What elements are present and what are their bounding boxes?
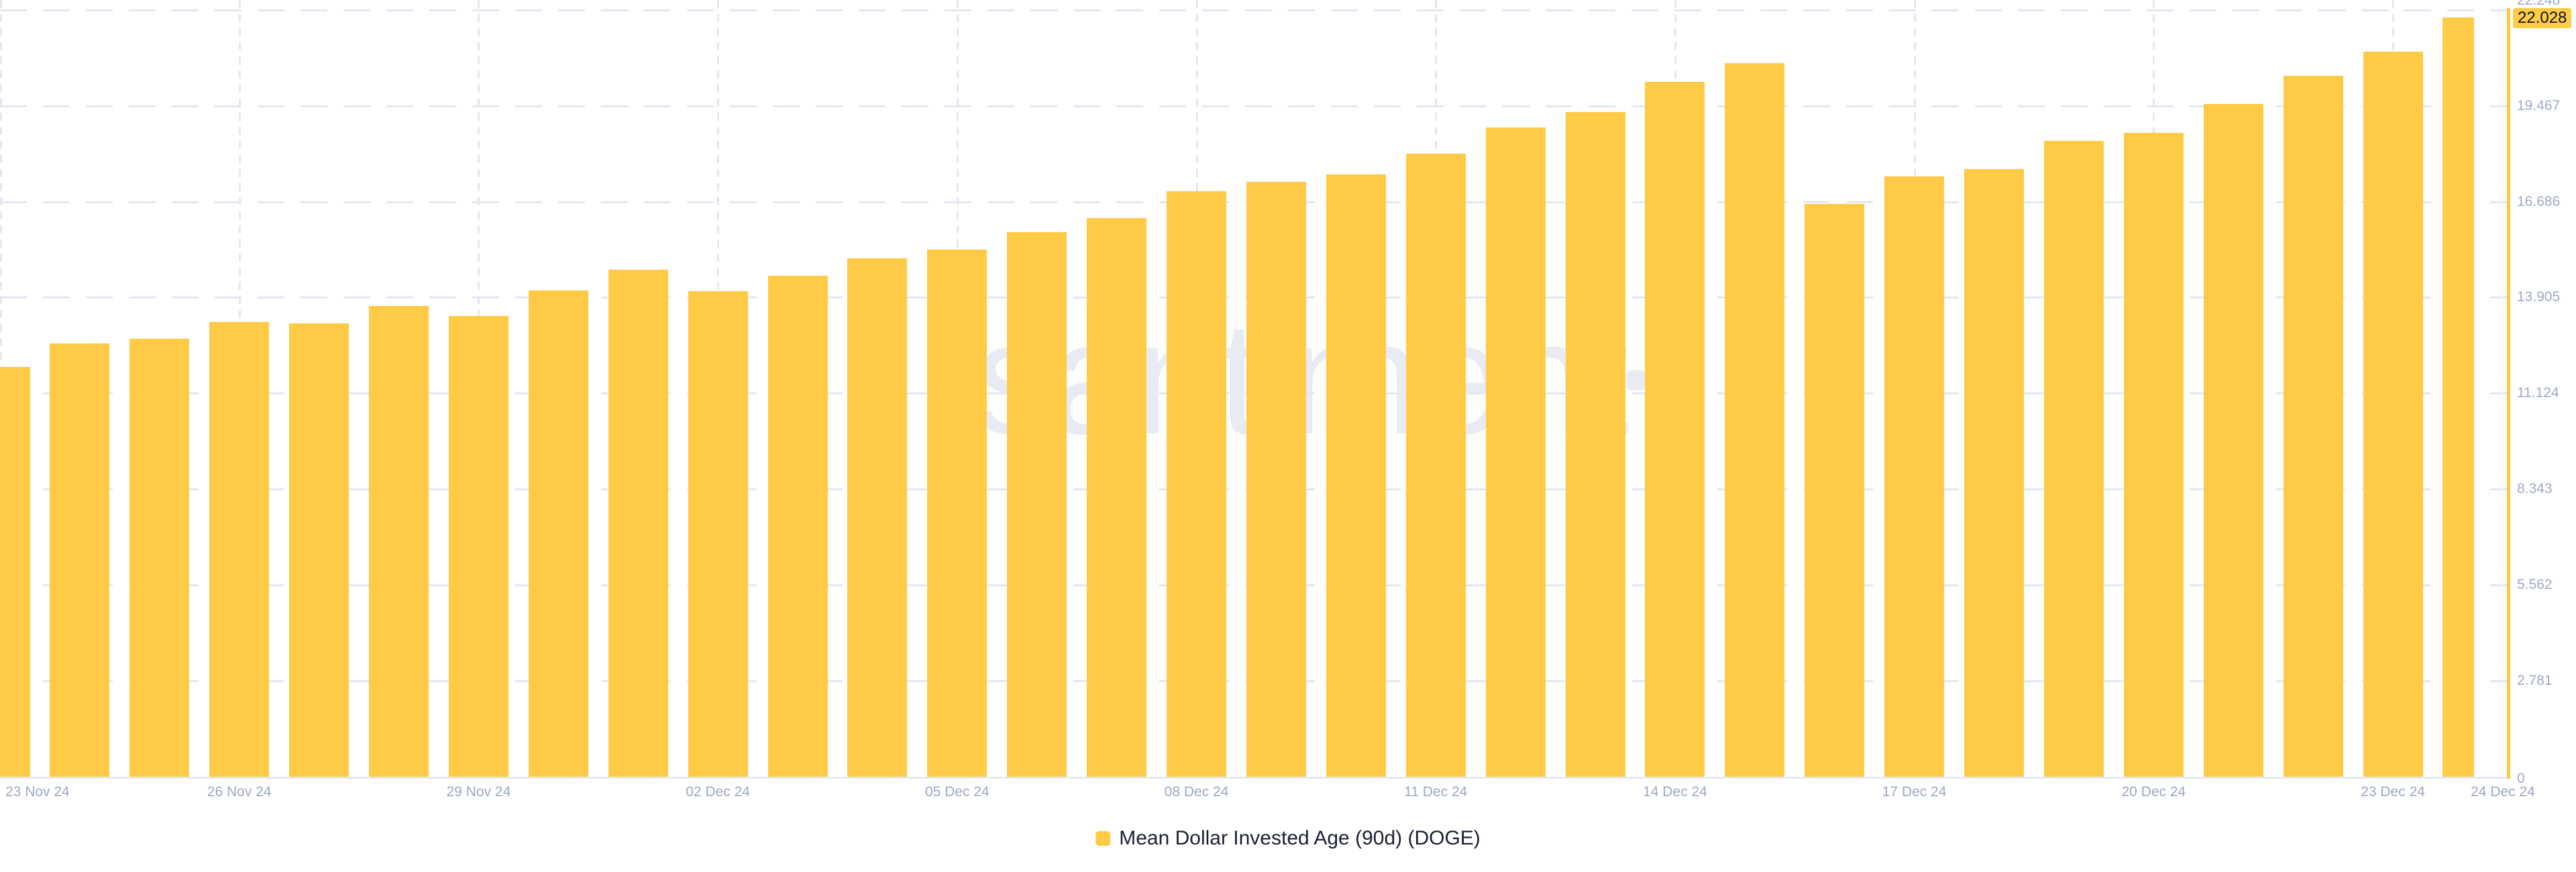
y-tick-label: 8.343 bbox=[2517, 481, 2553, 497]
y-tick-label: 22.248 bbox=[2517, 0, 2561, 8]
bar[interactable] bbox=[1485, 127, 1546, 777]
legend-swatch-icon bbox=[1095, 831, 1111, 846]
bar[interactable] bbox=[2443, 17, 2475, 777]
bar[interactable] bbox=[1645, 81, 1705, 777]
bar[interactable] bbox=[2363, 52, 2423, 777]
x-tick-label: 23 Dec 24 bbox=[2361, 784, 2425, 800]
bar[interactable] bbox=[528, 290, 588, 777]
bar[interactable] bbox=[1326, 174, 1386, 777]
x-tick-label: 17 Dec 24 bbox=[1882, 784, 1947, 800]
legend-label: Mean Dollar Invested Age (90d) (DOGE) bbox=[1119, 827, 1481, 849]
bar[interactable] bbox=[448, 315, 508, 777]
bar[interactable] bbox=[1246, 182, 1306, 777]
x-axis-line bbox=[0, 777, 2507, 779]
bar[interactable] bbox=[1405, 154, 1466, 777]
bar[interactable] bbox=[2043, 141, 2104, 777]
legend-item[interactable]: Mean Dollar Invested Age (90d) (DOGE) bbox=[1095, 827, 1481, 850]
bar[interactable] bbox=[369, 306, 429, 777]
y-tick-label: 16.686 bbox=[2517, 193, 2561, 209]
bar[interactable] bbox=[2123, 133, 2184, 777]
x-tick-label: 11 Dec 24 bbox=[1404, 784, 1468, 800]
bar[interactable] bbox=[209, 322, 270, 777]
x-tick-label: 23 Nov 24 bbox=[5, 784, 70, 800]
gridline-h bbox=[0, 105, 2507, 107]
x-tick-label: 20 Dec 24 bbox=[2121, 784, 2186, 800]
bar[interactable] bbox=[1087, 218, 1147, 777]
bar[interactable] bbox=[1167, 190, 1227, 777]
bar[interactable] bbox=[767, 275, 828, 777]
santiment-watermark-dot-icon bbox=[1626, 370, 1646, 390]
bar[interactable] bbox=[847, 258, 908, 777]
bar[interactable] bbox=[1805, 204, 1865, 777]
x-tick-label: 05 Dec 24 bbox=[924, 784, 989, 800]
y-tick-label: 2.781 bbox=[2517, 673, 2553, 689]
y-tick-label: 0 bbox=[2517, 771, 2525, 786]
x-tick-label: 26 Nov 24 bbox=[207, 784, 272, 800]
y-tick-label: 5.562 bbox=[2517, 577, 2553, 593]
y-tick-label: 11.124 bbox=[2517, 385, 2559, 401]
y-tick-label: 19.467 bbox=[2517, 97, 2561, 113]
x-tick-label: 29 Nov 24 bbox=[446, 784, 511, 800]
bar[interactable] bbox=[608, 269, 668, 777]
bar[interactable] bbox=[1725, 63, 1785, 777]
bar[interactable] bbox=[2283, 76, 2343, 777]
y-tick-label: 13.905 bbox=[2517, 289, 2561, 305]
x-tick-label: 24 Dec 24 bbox=[2471, 784, 2535, 800]
bar[interactable] bbox=[1565, 111, 1625, 777]
gridline-h bbox=[0, 9, 2507, 11]
y-axis-line bbox=[2507, 8, 2510, 779]
bar[interactable] bbox=[0, 366, 30, 777]
bar[interactable] bbox=[289, 323, 350, 777]
bar[interactable] bbox=[2203, 103, 2263, 777]
bar[interactable] bbox=[50, 343, 110, 777]
bar[interactable] bbox=[688, 290, 748, 777]
bar[interactable] bbox=[1007, 231, 1067, 777]
x-tick-label: 14 Dec 24 bbox=[1643, 784, 1707, 800]
bar[interactable] bbox=[1884, 176, 1945, 777]
bar[interactable] bbox=[927, 249, 987, 777]
bar[interactable] bbox=[129, 339, 190, 777]
last-value-badge: 22.028 bbox=[2513, 8, 2572, 28]
x-tick-label: 02 Dec 24 bbox=[686, 784, 750, 800]
bar[interactable] bbox=[1964, 168, 2025, 777]
last-value-text: 22.028 bbox=[2518, 9, 2567, 27]
x-tick-label: 08 Dec 24 bbox=[1164, 784, 1229, 800]
